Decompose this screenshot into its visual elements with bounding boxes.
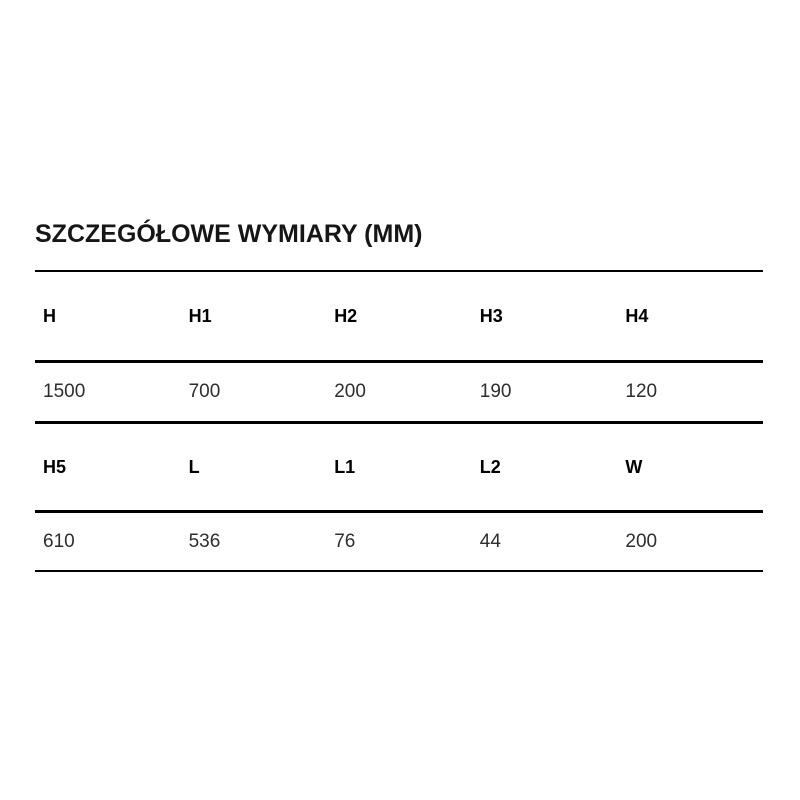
column-header: L1 [334, 456, 356, 477]
dimension-value: 536 [188, 530, 221, 552]
dimension-value: 120 [625, 381, 658, 402]
dimension-value: 200 [334, 381, 366, 402]
dimension-value: 190 [479, 381, 512, 402]
column-header: L2 [479, 456, 501, 477]
column-header: W [625, 456, 643, 477]
dimension-value: 200 [625, 530, 658, 552]
column-header: H4 [625, 305, 649, 326]
column-header: H3 [479, 305, 503, 326]
table-header-row: H H1 H2 H3 H4 [35, 272, 763, 363]
table-header-row: H5 L L1 L2 W [35, 424, 763, 513]
table-value-row: 610 536 76 44 200 [35, 513, 763, 572]
dimensions-table: H H1 H2 H3 H4 1500 700 200 190 120 H5 L … [35, 270, 763, 572]
column-header: H5 [43, 456, 67, 477]
dimension-value: 44 [479, 530, 501, 552]
column-header: H [43, 305, 56, 326]
dimension-value: 1500 [43, 381, 86, 402]
table-value-row: 1500 700 200 190 120 [35, 363, 763, 424]
column-header: L [188, 456, 200, 477]
section-title: SZCZEGÓŁOWE WYMIARY (MM) [35, 220, 423, 248]
column-header: H1 [188, 305, 212, 326]
dimension-value: 700 [188, 381, 221, 402]
dimension-value: 610 [43, 530, 75, 552]
dimension-value: 76 [334, 530, 356, 552]
column-header: H2 [334, 305, 358, 326]
